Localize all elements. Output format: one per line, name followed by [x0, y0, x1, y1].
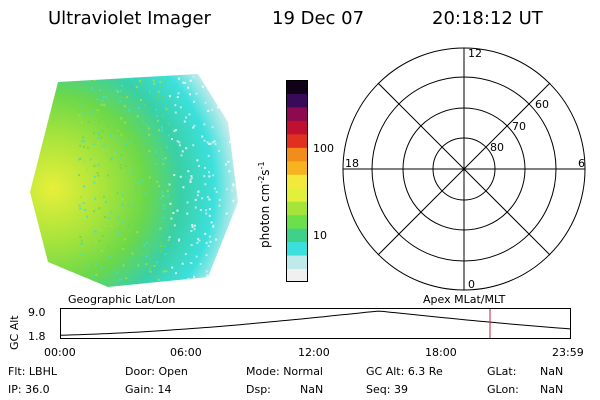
colorbar-band: [286, 147, 308, 162]
xtick-0000: 00:00: [44, 346, 76, 359]
status-mode: Mode: Normal: [246, 365, 323, 378]
xtick-1200: 12:00: [298, 346, 330, 359]
polar-plot: [342, 47, 586, 291]
colorbar-band: [286, 241, 308, 256]
polar-label-12: 12: [468, 47, 482, 60]
polar-lat-60: 60: [535, 98, 549, 111]
instrument-title: Ultraviolet Imager: [48, 8, 211, 29]
status-gain: Gain: 14: [125, 383, 172, 396]
xtick-1800: 18:00: [425, 346, 457, 359]
status-ip: IP: 36.0: [8, 383, 50, 396]
colorbar-band: [286, 160, 308, 175]
auroral-image: [30, 74, 238, 287]
colorbar-band: [286, 228, 308, 243]
status-seq: Seq: 39: [366, 383, 408, 396]
colorbar-unit-label: photon cm-2s-1: [257, 161, 272, 248]
polar-label-18: 18: [345, 157, 359, 170]
status-flt: Flt: LBHL: [8, 365, 57, 378]
colorbar-band: [286, 133, 308, 148]
polar-lat-70: 70: [512, 120, 526, 133]
colorbar-tick-10: 10: [313, 229, 327, 242]
apex-title: Apex MLat/MLT: [423, 293, 506, 306]
colorbar-band: [286, 106, 308, 121]
status-glon-value: NaN: [540, 383, 564, 396]
colorbar-band: [286, 268, 308, 282]
colorbar-band: [286, 80, 308, 94]
header-date: 19 Dec 07: [272, 8, 365, 29]
colorbar-band: [286, 214, 308, 229]
status-glat-value: NaN: [540, 365, 564, 378]
altitude-ytick-bottom: 1.8: [28, 330, 46, 343]
colorbar-tick-100: 100: [313, 142, 334, 155]
polar-label-6: 6: [578, 157, 585, 170]
polar-label-0: 0: [468, 278, 475, 291]
colorbar-band: [286, 201, 308, 216]
status-dsp-label: Dsp:: [246, 383, 271, 396]
xtick-0600: 06:00: [170, 346, 202, 359]
header-time: 20:18:12 UT: [432, 8, 543, 29]
colorbar: [286, 80, 308, 282]
status-glat-label: GLat:: [487, 365, 517, 378]
colorbar-band: [286, 120, 308, 135]
status-gcalt: GC Alt: 6.3 Re: [366, 365, 443, 378]
status-dsp-value: NaN: [300, 383, 324, 396]
status-door: Door: Open: [125, 365, 188, 378]
altitude-ylabel: GC Alt: [8, 315, 21, 350]
geographic-title: Geographic Lat/Lon: [68, 293, 176, 306]
altitude-plot: [60, 308, 571, 339]
colorbar-band: [286, 93, 308, 108]
colorbar-band: [286, 187, 308, 202]
altitude-ytick-top: 9.0: [28, 306, 46, 319]
xtick-2359: 23:59: [552, 346, 584, 359]
colorbar-band: [286, 174, 308, 189]
polar-lat-80: 80: [490, 141, 504, 154]
status-glon-label: GLon:: [487, 383, 519, 396]
colorbar-band: [286, 255, 308, 270]
